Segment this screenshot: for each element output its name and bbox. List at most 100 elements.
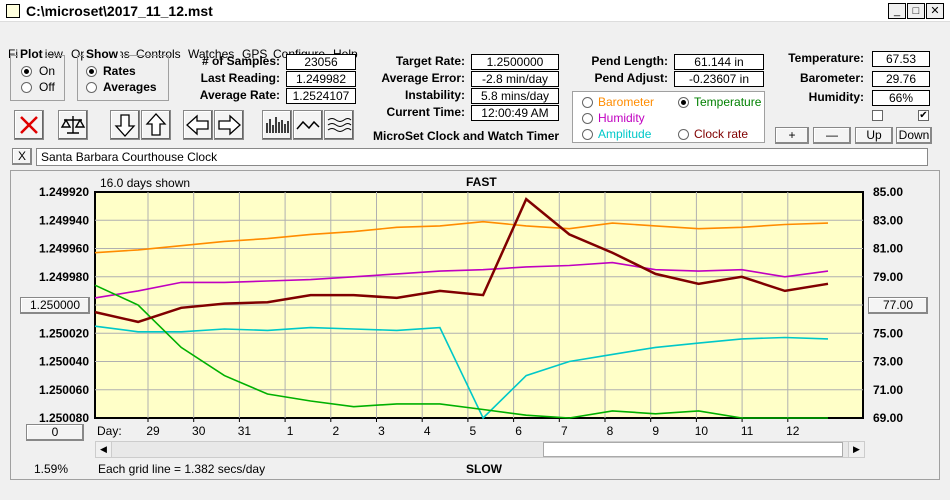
minus-button[interactable]: —: [813, 127, 851, 144]
plot-group-title: Plot: [18, 47, 45, 61]
zero-button[interactable]: 0: [26, 424, 84, 441]
arrow-down-icon: [114, 114, 136, 137]
up-button[interactable]: Up: [855, 127, 893, 144]
stop-button[interactable]: [14, 110, 44, 140]
title-bar: C:\microset\2017_11_12.mst _ □ ✕: [0, 0, 950, 22]
show-averages-radio[interactable]: [86, 82, 97, 93]
barometer-label: Barometer: [598, 95, 655, 109]
plot-off-label: Off: [39, 80, 55, 94]
line-graph-button[interactable]: [293, 110, 323, 140]
x-tick-label: 7: [561, 424, 568, 438]
amplitude-label: Amplitude: [598, 127, 652, 141]
left-arrow-button[interactable]: [183, 110, 213, 140]
arrow-right-icon: [218, 114, 241, 136]
plus-button[interactable]: +: [775, 127, 809, 144]
show-rates-radio[interactable]: [86, 66, 97, 77]
y-right-tick-label: 73.00: [873, 355, 903, 369]
plot-off-radio[interactable]: [21, 82, 32, 93]
horizontal-scrollbar[interactable]: ◀ ▶: [95, 441, 865, 458]
x-tick-label: 1: [287, 424, 294, 438]
down-button[interactable]: Down: [896, 127, 932, 144]
target-rate-value: 1.2500000: [471, 54, 559, 70]
checkbox-right[interactable]: ✔: [918, 110, 929, 121]
current-time-label: Current Time:: [386, 105, 465, 119]
x-axis-prefix: Day:: [97, 424, 122, 438]
average-error-value: -2.8 min/day: [471, 71, 559, 87]
series-line-barometer: [94, 220, 829, 254]
minimize-button[interactable]: _: [888, 3, 906, 19]
y-left-tick-label: 1.250040: [39, 355, 89, 369]
left-axis-center-button[interactable]: 1.250000: [20, 297, 90, 314]
show-group: [77, 55, 169, 101]
clear-name-button[interactable]: X: [12, 148, 32, 165]
x-tick-label: 12: [786, 424, 800, 438]
close-button[interactable]: ✕: [926, 3, 944, 19]
arrow-up-icon: [145, 113, 167, 136]
y-left-tick-label: 1.249980: [39, 270, 89, 284]
temperature-reading-label: Temperature:: [788, 51, 864, 65]
y-left-tick-label: 1.249920: [39, 185, 89, 199]
plot-on-label: On: [39, 64, 56, 78]
checkbox-left[interactable]: [872, 110, 883, 121]
humidity-reading-label: Humidity:: [808, 90, 864, 104]
line-graph-icon: [296, 120, 320, 130]
watch-name-field[interactable]: Santa Barbara Courthouse Clock: [36, 148, 928, 166]
right-axis-center-button[interactable]: 77.00: [868, 297, 928, 314]
barometer-reading-value: 29.76: [872, 71, 930, 87]
humidity-radio[interactable]: [582, 113, 593, 124]
x-tick-label: 4: [424, 424, 431, 438]
right-arrow-button[interactable]: [214, 110, 244, 140]
app-caption: MicroSet Clock and Watch Timer: [373, 129, 560, 143]
x-tick-label: 30: [192, 424, 206, 438]
current-time-value: 12:00:49 AM: [471, 105, 559, 121]
average-rate-value: 1.2524107: [286, 88, 356, 104]
y-left-tick-label: 1.250020: [39, 326, 89, 340]
wave-button[interactable]: [324, 110, 354, 140]
pend-length-label: Pend Length:: [591, 54, 668, 68]
clock-rate-radio[interactable]: [678, 129, 689, 140]
barometer-reading-label: Barometer:: [799, 71, 864, 85]
maximize-button[interactable]: □: [907, 3, 925, 19]
instability-value: 5.8 mins/day: [471, 88, 559, 104]
y-right-tick-label: 83.00: [873, 213, 903, 227]
x-tick-label: 6: [515, 424, 522, 438]
window-title: C:\microset\2017_11_12.mst: [26, 3, 213, 19]
temperature-radio[interactable]: [678, 97, 689, 108]
x-tick-label: 9: [652, 424, 659, 438]
scale-icon: [60, 116, 86, 134]
samples-value: 23056: [286, 54, 356, 70]
show-rates-label: Rates: [103, 64, 136, 78]
red-x-icon: [20, 116, 38, 134]
scroll-left-icon[interactable]: ◀: [96, 442, 112, 457]
sensor-select-group: [572, 91, 765, 143]
scroll-right-icon[interactable]: ▶: [848, 442, 864, 457]
slow-label: SLOW: [466, 462, 502, 476]
up-arrow-button[interactable]: [141, 110, 171, 140]
days-shown-label: 16.0 days shown: [100, 176, 191, 190]
histogram-button[interactable]: [262, 110, 292, 140]
instability-label: Instability:: [404, 88, 465, 102]
x-tick-label: 2: [332, 424, 339, 438]
menu-watches[interactable]: Watches: [188, 47, 235, 61]
barometer-radio[interactable]: [582, 97, 593, 108]
y-left-tick-label: 1.250080: [39, 411, 89, 425]
scroll-thumb[interactable]: [543, 442, 843, 457]
menu-gps[interactable]: GPS: [242, 47, 268, 61]
amplitude-radio[interactable]: [582, 129, 593, 140]
y-right-tick-label: 85.00: [873, 185, 903, 199]
down-arrow-button[interactable]: [110, 110, 140, 140]
series-line-temperature: [94, 284, 828, 419]
grid-note: Each grid line = 1.382 secs/day: [98, 462, 266, 476]
clock-rate-label: Clock rate: [694, 127, 749, 141]
plot-on-radio[interactable]: [21, 66, 32, 77]
samples-label: # of Samples:: [201, 54, 280, 68]
x-tick-label: 11: [741, 424, 754, 438]
menu-controls[interactable]: Controls: [136, 47, 181, 61]
y-right-tick-label: 81.00: [873, 242, 903, 256]
balance-button[interactable]: [58, 110, 88, 140]
series-line-clock_rate: [94, 197, 829, 324]
temperature-reading-value: 67.53: [872, 51, 930, 67]
last-reading-value: 1.249982: [286, 71, 356, 87]
humidity-label: Humidity: [598, 111, 645, 125]
